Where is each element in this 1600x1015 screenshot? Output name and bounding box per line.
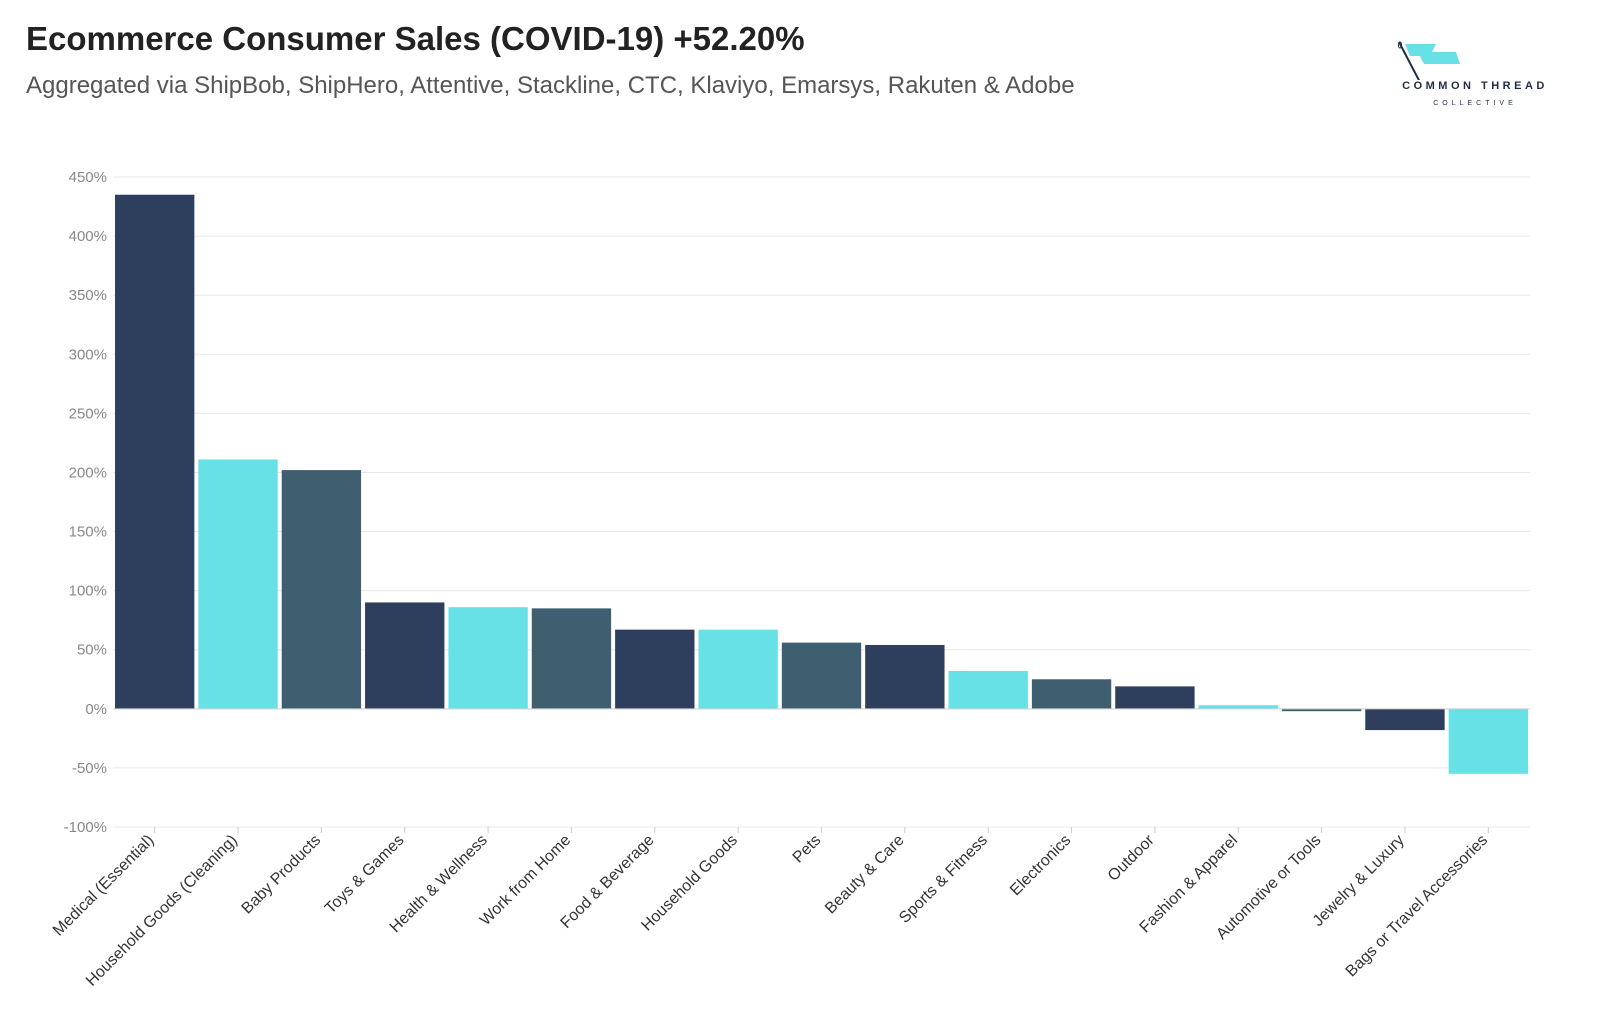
bar [531,608,612,709]
bar [948,671,1028,709]
y-tick-label: 50% [77,642,107,659]
chart-title: Ecommerce Consumer Sales (COVID-19) +52.… [26,20,805,57]
bar [1115,686,1195,709]
y-tick-label: 150% [69,524,107,541]
x-tick-label: Electronics [1007,832,1074,899]
bar [281,470,362,709]
x-tick-label: Pets [790,832,825,867]
bar [198,459,278,709]
y-tick-label: 100% [69,583,107,600]
y-tick-label: 300% [69,346,107,363]
y-tick-label: 350% [69,287,107,304]
bar [1031,679,1112,709]
bar [1281,708,1362,712]
bar [865,645,945,709]
bar [448,607,528,709]
y-tick-label: 400% [69,228,107,245]
x-tick-label: Baby Products [239,832,325,918]
y-tick-label: -50% [72,760,107,777]
x-tick-label: Beauty & Care [822,832,908,918]
bar [1365,708,1445,731]
bar [365,602,445,709]
x-tick-label: Sports & Fitness [896,832,991,927]
bar [1448,708,1528,774]
x-tick-label: Toys & Games [322,832,408,918]
y-tick-label: 200% [69,464,107,481]
bar [615,629,695,709]
logo-text: COMMON THREAD [1402,80,1548,92]
x-tick-label: Work from Home [477,832,574,929]
x-tick-label: Jewelry & Luxury [1310,832,1408,930]
y-tick-label: 250% [69,405,107,422]
bar [1198,705,1278,709]
bar [781,642,862,709]
x-tick-label: Household Goods (Cleaning) [83,832,241,990]
company-logo: COMMON THREAD COLLECTIVE [1390,40,1560,120]
bar [698,629,778,709]
y-tick-label: -100% [64,819,107,836]
y-tick-label: 450% [69,169,107,186]
logo-subtext: COLLECTIVE [1433,100,1517,107]
x-tick-label: Outdoor [1105,831,1158,884]
bar [115,194,195,709]
chart-subtitle: Aggregated via ShipBob, ShipHero, Attent… [26,72,1075,99]
x-tick-label: Bags or Travel Accessories [1343,832,1491,980]
y-tick-label: 0% [85,701,107,718]
